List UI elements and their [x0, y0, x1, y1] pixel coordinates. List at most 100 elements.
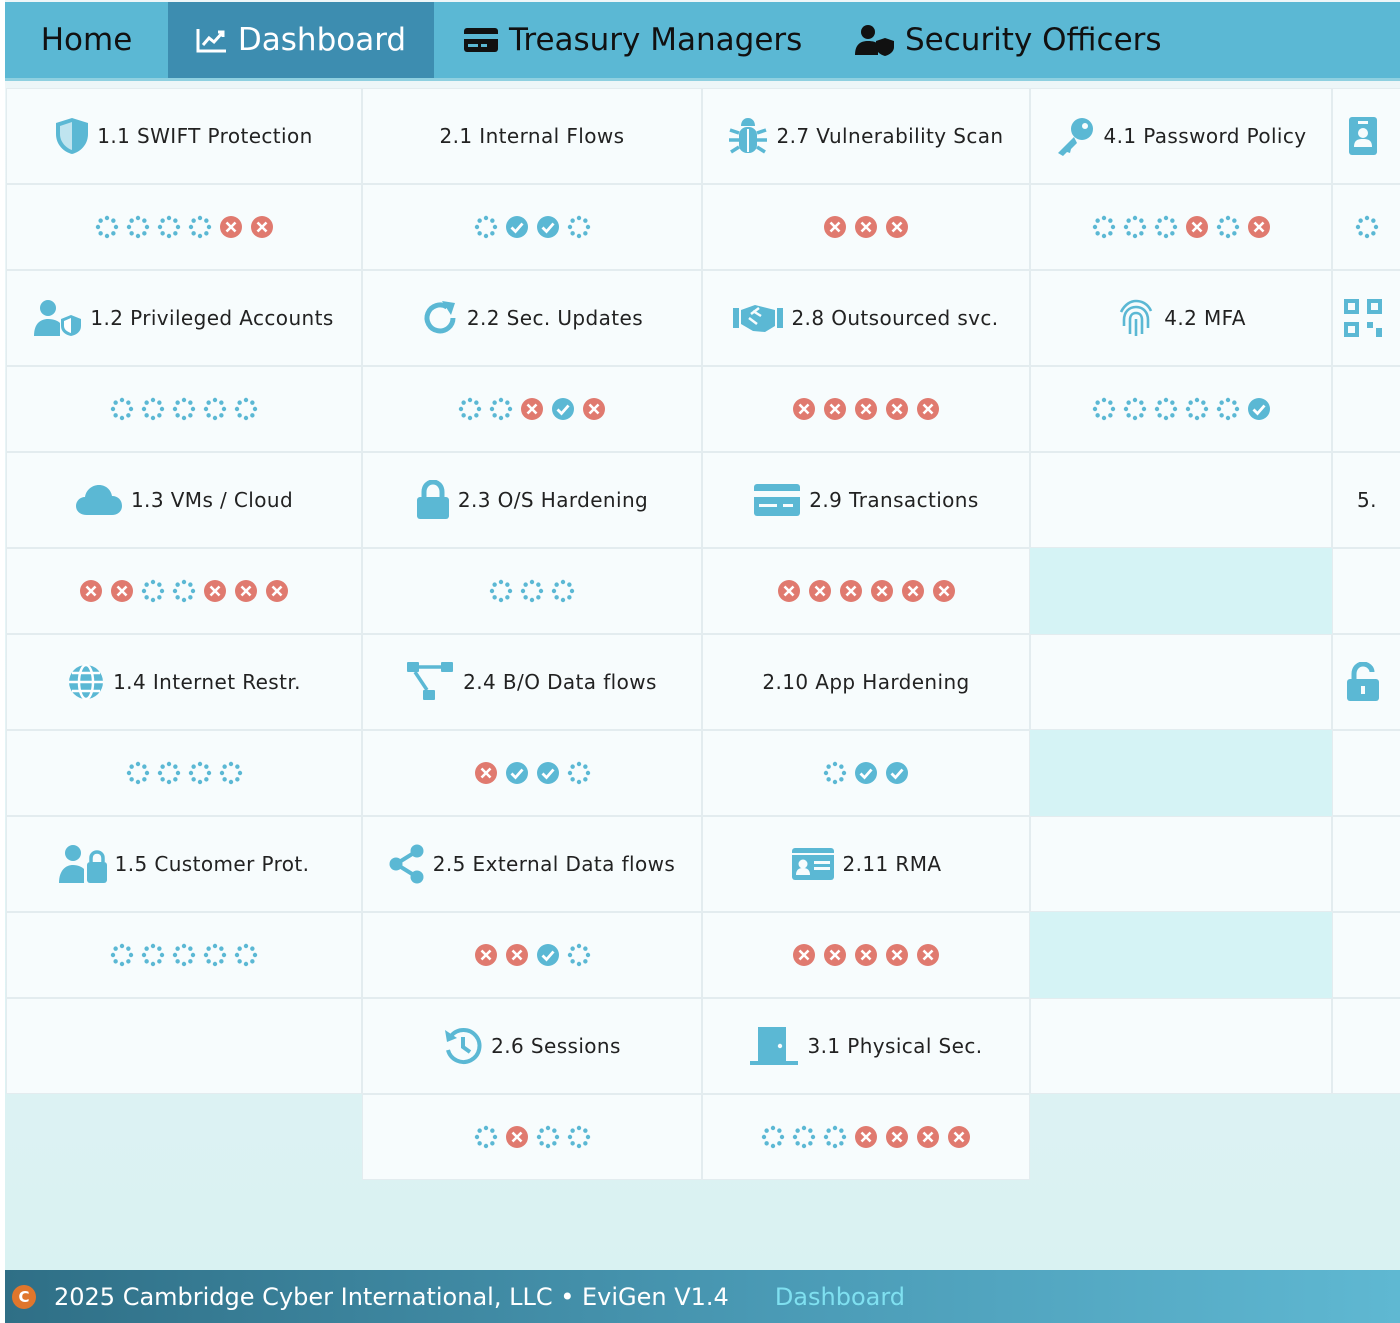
status-pending-icon[interactable] [1123, 215, 1147, 239]
status-pending-icon[interactable] [157, 761, 181, 785]
status-pending-icon[interactable] [823, 761, 847, 785]
control-header[interactable]: 2.11 RMA [702, 816, 1030, 912]
status-fail-icon[interactable] [854, 397, 878, 421]
status-pending-icon[interactable] [474, 1125, 498, 1149]
status-pass-icon[interactable] [885, 761, 909, 785]
status-pending-icon[interactable] [1154, 215, 1178, 239]
status-fail-icon[interactable] [79, 579, 103, 603]
status-pending-icon[interactable] [1092, 215, 1116, 239]
status-pending-icon[interactable] [1123, 397, 1147, 421]
status-pending-icon[interactable] [188, 761, 212, 785]
control-header[interactable]: 1.3 VMs / Cloud [6, 452, 362, 548]
status-fail-icon[interactable] [505, 1125, 529, 1149]
control-header[interactable]: 2.3 O/S Hardening [362, 452, 702, 548]
nav-home[interactable]: Home [5, 2, 168, 78]
status-pending-icon[interactable] [567, 215, 591, 239]
control-header[interactable]: 1.4 Internet Restr. [6, 634, 362, 730]
status-pending-icon[interactable] [219, 761, 243, 785]
status-fail-icon[interactable] [474, 761, 498, 785]
control-header[interactable]: 4.1 Password Policy [1030, 88, 1332, 184]
status-pending-icon[interactable] [126, 761, 150, 785]
status-pending-icon[interactable] [141, 397, 165, 421]
status-pending-icon[interactable] [1185, 397, 1209, 421]
status-pending-icon[interactable] [126, 215, 150, 239]
status-pending-icon[interactable] [95, 215, 119, 239]
control-header[interactable]: 2.5 External Data flows [362, 816, 702, 912]
status-fail-icon[interactable] [219, 215, 243, 239]
status-fail-icon[interactable] [234, 579, 258, 603]
control-header[interactable]: 2.9 Transactions [702, 452, 1030, 548]
control-header[interactable]: 2.1 Internal Flows [362, 88, 702, 184]
nav-security-officers[interactable]: Security Officers [855, 2, 1162, 78]
status-pass-icon[interactable] [505, 215, 529, 239]
status-pending-icon[interactable] [792, 1125, 816, 1149]
status-pending-icon[interactable] [536, 1125, 560, 1149]
status-pending-icon[interactable] [110, 397, 134, 421]
status-pending-icon[interactable] [520, 579, 544, 603]
status-pass-icon[interactable] [1247, 397, 1271, 421]
control-header[interactable]: 2.6 Sessions [362, 998, 702, 1094]
control-header[interactable]: 2.7 Vulnerability Scan [702, 88, 1030, 184]
status-fail-icon[interactable] [885, 397, 909, 421]
status-fail-icon[interactable] [792, 397, 816, 421]
status-fail-icon[interactable] [885, 1125, 909, 1149]
status-pending-icon[interactable] [188, 215, 212, 239]
status-fail-icon[interactable] [823, 397, 847, 421]
status-fail-icon[interactable] [792, 943, 816, 967]
status-pending-icon[interactable] [141, 943, 165, 967]
status-pending-icon[interactable] [203, 397, 227, 421]
status-pending-icon[interactable] [567, 943, 591, 967]
status-fail-icon[interactable] [777, 579, 801, 603]
status-pending-icon[interactable] [1216, 397, 1240, 421]
status-fail-icon[interactable] [916, 397, 940, 421]
control-header[interactable]: 1.2 Privileged Accounts [6, 270, 362, 366]
status-pass-icon[interactable] [505, 761, 529, 785]
status-fail-icon[interactable] [823, 943, 847, 967]
status-pending-icon[interactable] [551, 579, 575, 603]
status-pending-icon[interactable] [157, 215, 181, 239]
status-pending-icon[interactable] [489, 579, 513, 603]
status-pending-icon[interactable] [458, 397, 482, 421]
control-header[interactable]: 1.1 SWIFT Protection [6, 88, 362, 184]
status-pending-icon[interactable] [1216, 215, 1240, 239]
footer-dashboard-link[interactable]: Dashboard [774, 1282, 906, 1311]
status-pending-icon[interactable] [567, 761, 591, 785]
status-pending-icon[interactable] [234, 397, 258, 421]
status-pass-icon[interactable] [536, 761, 560, 785]
status-pending-icon[interactable] [761, 1125, 785, 1149]
status-pending-icon[interactable] [1092, 397, 1116, 421]
status-fail-icon[interactable] [901, 579, 925, 603]
status-pending-icon[interactable] [141, 579, 165, 603]
status-fail-icon[interactable] [582, 397, 606, 421]
status-pending-icon[interactable] [489, 397, 513, 421]
status-pass-icon[interactable] [536, 215, 560, 239]
status-fail-icon[interactable] [870, 579, 894, 603]
status-fail-icon[interactable] [823, 215, 847, 239]
status-fail-icon[interactable] [520, 397, 544, 421]
status-fail-icon[interactable] [250, 215, 274, 239]
control-header[interactable]: 2.4 B/O Data flows [362, 634, 702, 730]
control-header[interactable]: 3.1 Physical Sec. [702, 998, 1030, 1094]
control-header[interactable]: 4.2 MFA [1030, 270, 1332, 366]
control-header[interactable] [1332, 634, 1400, 730]
control-header[interactable]: 1.5 Customer Prot. [6, 816, 362, 912]
status-pending-icon[interactable] [172, 943, 196, 967]
control-header[interactable]: 5. [1332, 452, 1400, 548]
status-fail-icon[interactable] [854, 215, 878, 239]
status-pending-icon[interactable] [234, 943, 258, 967]
status-pending-icon[interactable] [1154, 397, 1178, 421]
status-fail-icon[interactable] [932, 579, 956, 603]
status-pending-icon[interactable] [203, 943, 227, 967]
status-pending-icon[interactable] [823, 1125, 847, 1149]
status-pending-icon[interactable] [172, 397, 196, 421]
control-header[interactable]: 2.8 Outsourced svc. [702, 270, 1030, 366]
status-pending-icon[interactable] [567, 1125, 591, 1149]
status-pending-icon[interactable] [110, 943, 134, 967]
status-pending-icon[interactable] [474, 215, 498, 239]
status-fail-icon[interactable] [808, 579, 832, 603]
status-fail-icon[interactable] [839, 579, 863, 603]
status-fail-icon[interactable] [505, 943, 529, 967]
control-header[interactable]: 2.2 Sec. Updates [362, 270, 702, 366]
status-fail-icon[interactable] [110, 579, 134, 603]
status-pass-icon[interactable] [854, 761, 878, 785]
